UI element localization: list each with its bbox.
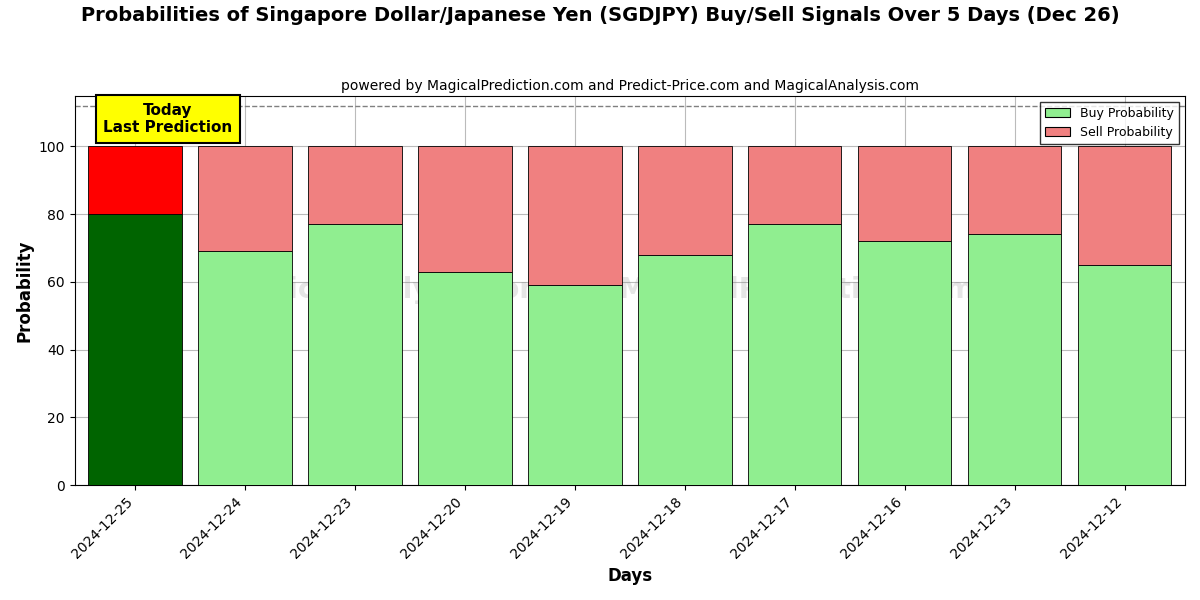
Bar [968,235,1061,485]
Text: Probabilities of Singapore Dollar/Japanese Yen (SGDJPY) Buy/Sell Signals Over 5 : Probabilities of Singapore Dollar/Japane… [80,6,1120,25]
X-axis label: Days: Days [607,567,653,585]
Text: Today
Last Prediction: Today Last Prediction [103,103,233,136]
Bar [968,146,1061,235]
Bar [1078,265,1171,485]
Bar [89,214,182,485]
Legend: Buy Probability, Sell Probability: Buy Probability, Sell Probability [1040,102,1178,144]
Bar [748,146,841,224]
Bar [528,285,622,485]
Bar [528,146,622,285]
Bar [858,241,952,485]
Bar [748,224,841,485]
Text: MagicalPrediction.com: MagicalPrediction.com [618,277,974,304]
Bar [308,146,402,224]
Bar [1078,146,1171,265]
Bar [89,146,182,214]
Bar [198,251,292,485]
Bar [198,146,292,251]
Y-axis label: Probability: Probability [16,239,34,341]
Bar [638,146,732,255]
Text: MagicalAnalysis.com: MagicalAnalysis.com [222,277,548,304]
Bar [308,224,402,485]
Bar [638,255,732,485]
Bar [858,146,952,241]
Bar [419,146,511,272]
Title: powered by MagicalPrediction.com and Predict-Price.com and MagicalAnalysis.com: powered by MagicalPrediction.com and Pre… [341,79,919,93]
Bar [419,272,511,485]
